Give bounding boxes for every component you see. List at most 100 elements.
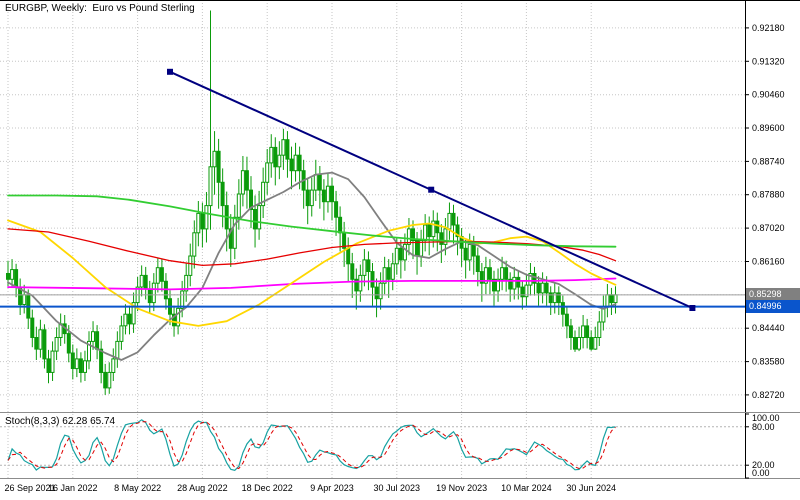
candle-body — [354, 278, 359, 292]
candle-body — [516, 276, 521, 288]
candle-body — [467, 243, 472, 261]
candle-body — [330, 185, 334, 203]
candle-body — [151, 282, 156, 304]
stoch-indicator-label: Stoch(8,3,3) 62.28 65.74 — [5, 416, 115, 427]
hline-price-tag: 0.84996 — [746, 300, 800, 313]
candle-body — [358, 274, 363, 292]
candle-body — [176, 307, 181, 327]
candle-body — [42, 329, 47, 360]
candle-body — [508, 278, 513, 290]
chart-title: EURGBP, Weekly: Euro vs Pound Sterling — [5, 3, 195, 14]
candle-body — [585, 325, 590, 338]
candle-body — [479, 271, 484, 284]
candle-body — [439, 232, 444, 245]
candle-body — [54, 337, 59, 352]
candle-body — [593, 337, 598, 350]
candle-body — [204, 205, 209, 230]
trendline-handle[interactable] — [167, 68, 173, 75]
ma-red-line — [7, 228, 617, 267]
candle-body — [443, 228, 448, 245]
candle-body — [471, 243, 476, 257]
candle-body — [293, 154, 298, 172]
candle-body — [609, 294, 614, 304]
candle-body — [265, 162, 270, 183]
candle-body — [394, 247, 399, 265]
candle-body — [431, 220, 436, 238]
candle-body — [99, 348, 104, 374]
candle-body — [127, 313, 132, 325]
candle-body — [66, 333, 71, 354]
date-axis-label: 18 Dec 2022 — [242, 483, 293, 493]
candle-body — [556, 292, 561, 304]
price-axis-label: 0.92180 — [752, 23, 785, 33]
candle-body — [253, 209, 257, 230]
candle-body — [386, 267, 391, 280]
candle-body — [568, 325, 573, 338]
date-axis-label: 28 Aug 2022 — [177, 483, 228, 493]
stoch-axis-label: 0.00 — [752, 468, 770, 478]
stoch-axis-label: 20.00 — [752, 460, 775, 470]
stoch-name: Stoch(8,3,3) — [5, 416, 60, 427]
trendline-handle[interactable] — [689, 305, 696, 311]
candle-body — [512, 276, 517, 290]
candle-body — [91, 331, 95, 342]
candle-body — [196, 212, 201, 234]
price-axis-label: 0.87020 — [752, 223, 785, 233]
candle-body — [366, 259, 371, 272]
candle-body — [236, 193, 241, 218]
candle-body — [613, 294, 618, 304]
candle-body — [540, 282, 545, 294]
date-axis-label: 26 Sep 2021 — [4, 483, 55, 493]
date-axis-label: 8 May 2022 — [114, 483, 161, 493]
candle-body — [115, 340, 120, 360]
candle-body — [249, 189, 253, 211]
candle-body — [10, 269, 15, 280]
candle-body — [398, 247, 403, 261]
candle-body — [321, 189, 326, 203]
candle-body — [216, 150, 221, 183]
candle-body — [500, 267, 505, 280]
candle-body — [180, 290, 185, 309]
candle-body — [155, 267, 160, 284]
ma-gray-line — [7, 171, 617, 361]
price-axis-label: 0.84440 — [752, 323, 785, 333]
candle-body — [536, 282, 541, 294]
candle-body — [317, 174, 322, 191]
candle-body — [520, 286, 525, 298]
candle-body — [402, 243, 407, 261]
candle-body — [487, 267, 492, 280]
candle-body — [597, 321, 602, 338]
candle-body — [573, 337, 577, 350]
trendline-handle[interactable] — [428, 186, 435, 193]
stoch-d-value: 65.74 — [90, 416, 116, 427]
candle-body — [261, 181, 266, 207]
candle-body — [289, 158, 294, 172]
price-axis-label: 0.82720 — [752, 390, 785, 400]
candle-body — [544, 282, 549, 294]
stoch-k-value: 62.28 — [62, 416, 88, 427]
price-axis-label: 0.86160 — [752, 257, 785, 267]
candle-body — [159, 267, 164, 282]
candle-body — [374, 286, 379, 300]
candle-body — [423, 224, 428, 241]
price-axis-label: 0.87880 — [752, 190, 785, 200]
candle-body — [564, 313, 569, 327]
candle-body — [309, 189, 314, 207]
candle-body — [200, 212, 205, 230]
candle-body — [50, 350, 55, 373]
price-axis-label: 0.83580 — [752, 357, 785, 367]
bid-price-tag: 0.85298 — [746, 288, 800, 301]
candle-body — [103, 371, 108, 389]
candle-body — [139, 274, 144, 288]
candle-body — [350, 263, 355, 280]
candle-body — [123, 313, 128, 327]
candle-body — [70, 352, 75, 369]
candle-body — [131, 302, 136, 325]
candle-body — [147, 288, 152, 304]
candle-body — [325, 185, 330, 203]
candle-body — [435, 220, 440, 234]
stoch-axis-label: 80.00 — [752, 422, 775, 432]
candle-body — [305, 189, 310, 207]
candle-body — [212, 150, 217, 168]
